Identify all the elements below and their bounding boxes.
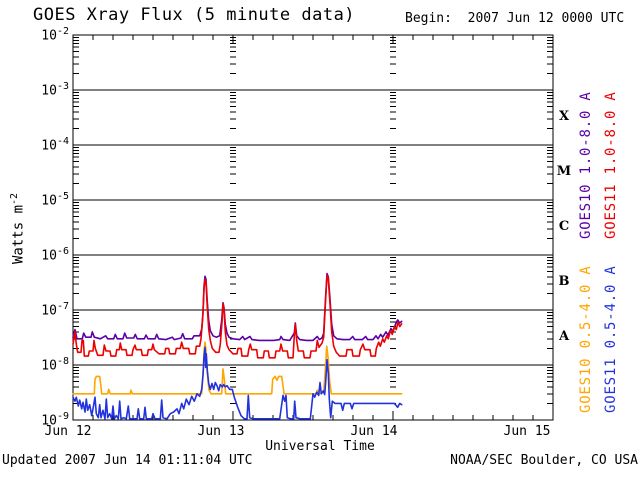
y-tick-label: 10-7 bbox=[41, 301, 69, 319]
series-line-goes10-1-0-8-0-a bbox=[72, 272, 403, 342]
flux-class-label: X bbox=[558, 108, 570, 124]
page-title: GOES Xray Flux (5 minute data) bbox=[33, 5, 356, 25]
legend-entry: GOES10 0.5-4.0 A bbox=[578, 265, 594, 413]
y-tick-label: 10-9 bbox=[41, 411, 69, 429]
x-tick-label: Jun 14 bbox=[350, 424, 398, 439]
y-tick-label: 10-4 bbox=[41, 136, 69, 154]
flux-class-label: B bbox=[558, 273, 570, 289]
y-tick-label: 10-2 bbox=[41, 26, 69, 44]
source-credit: NOAA/SEC Boulder, CO USA bbox=[450, 453, 638, 468]
y-axis-title: Watts m-2 bbox=[9, 192, 27, 264]
y-tick-label: 10-5 bbox=[41, 191, 69, 209]
legend-entry: GOES10 1.0-8.0 A bbox=[578, 91, 594, 239]
y-tick-label: 10-3 bbox=[41, 81, 69, 99]
axes-grid bbox=[72, 34, 554, 421]
flux-class-label: A bbox=[558, 328, 570, 344]
flux-class-label: C bbox=[558, 218, 570, 234]
series-line-goes11-0-5-4-0-a bbox=[72, 346, 403, 420]
begin-timestamp: Begin: 2007 Jun 12 0000 UTC bbox=[405, 11, 625, 26]
y-tick-label: 10-6 bbox=[41, 246, 69, 264]
x-axis-title: Universal Time bbox=[265, 439, 375, 454]
updated-timestamp: Updated 2007 Jun 14 01:11:04 UTC bbox=[2, 453, 253, 468]
legend-entry: GOES11 0.5-4.0 A bbox=[603, 265, 619, 413]
x-tick-label: Jun 12 bbox=[44, 424, 92, 439]
series-line-goes11-1-0-8-0-a bbox=[72, 274, 403, 359]
y-tick-label: 10-8 bbox=[41, 356, 69, 374]
x-tick-label: Jun 13 bbox=[197, 424, 245, 439]
plot-border bbox=[72, 34, 554, 421]
x-tick-label: Jun 15 bbox=[503, 424, 551, 439]
legend-entry: GOES11 1.0-8.0 A bbox=[603, 91, 619, 239]
flux-class-label: M bbox=[556, 163, 572, 179]
